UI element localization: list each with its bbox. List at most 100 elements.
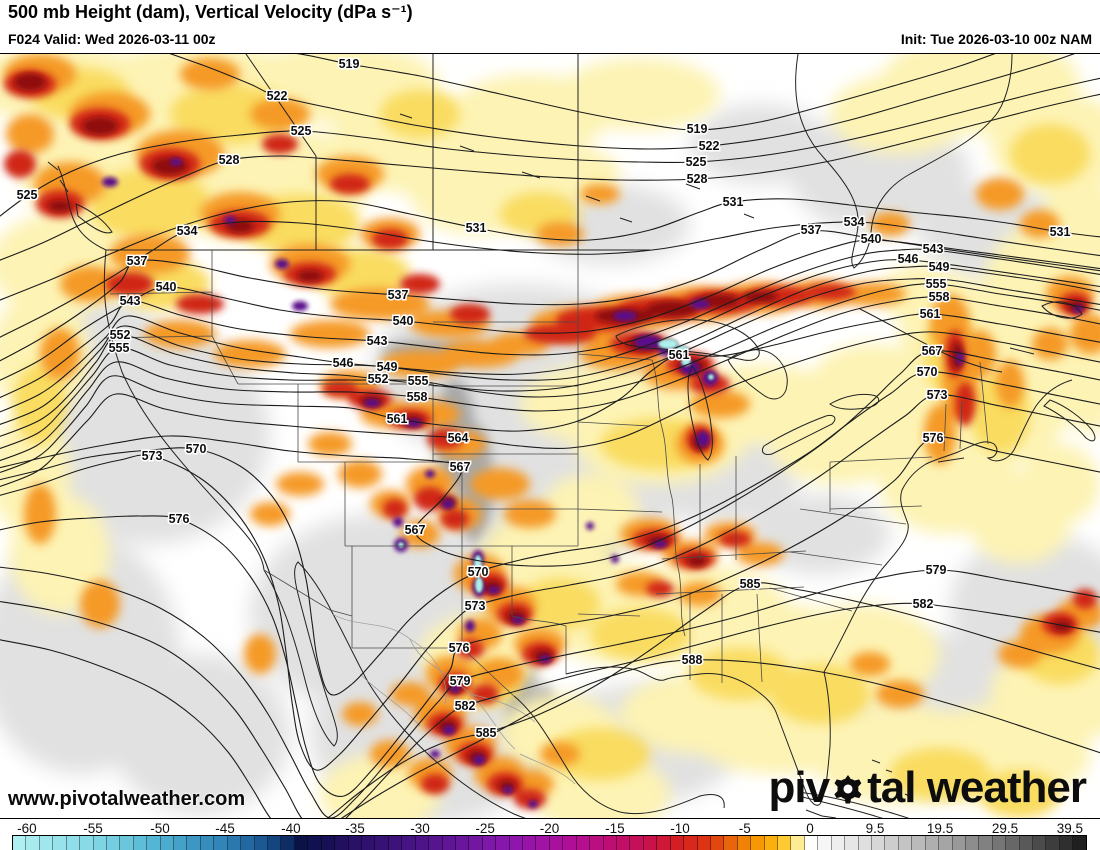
geography-borders: [47, 54, 1096, 818]
cyan-blob: [657, 338, 679, 350]
contour-label-525: 525: [17, 188, 38, 202]
colorbar-cell: [80, 836, 94, 850]
contour-label-555: 555: [408, 374, 429, 388]
logo-text-piv: piv: [768, 763, 831, 812]
colorbar-cell: [536, 836, 550, 850]
red-blob: [322, 381, 358, 397]
contour-label-525: 525: [686, 155, 707, 169]
contour-label-573: 573: [927, 388, 948, 402]
colorbar-cell: [872, 836, 886, 850]
init-time-label: Init: Tue 2026-03-10 00z NAM: [900, 31, 1092, 47]
orange-blob: [180, 58, 240, 90]
contour-label-519: 519: [687, 122, 708, 136]
red-blob: [427, 429, 463, 449]
province-borders: [245, 54, 579, 250]
orange-blob: [308, 432, 352, 456]
gear-icon: [834, 775, 862, 804]
colorbar-cell: [724, 836, 738, 850]
colorbar-cell: [335, 836, 349, 850]
red-blob: [372, 229, 408, 249]
orange-blob: [80, 580, 120, 628]
colorbar-tick-label: -40: [281, 821, 301, 836]
yellow-blob: [560, 58, 720, 130]
colorbar-cell: [804, 836, 819, 850]
contour-label-534: 534: [177, 224, 198, 238]
colorbar-cell: [1059, 836, 1074, 850]
colorbar: [12, 835, 1087, 850]
us-mexico-border: [263, 569, 515, 697]
mexico-gulf-coast: [513, 695, 725, 815]
forecast-valid-label: F024 Valid: Wed 2026-03-11 00z: [8, 31, 216, 47]
contour-line-543: [0, 248, 1100, 399]
colorbar-cell: [26, 836, 40, 850]
orange-blob: [144, 320, 216, 348]
colorbar-cell: [402, 836, 416, 850]
colorbar-cell: [268, 836, 282, 850]
red-blob: [106, 272, 154, 296]
colorbar-cell: [429, 836, 443, 850]
purple-blob: [696, 431, 710, 447]
colorbar-tick-label: 0: [806, 821, 814, 836]
map-area[interactable]: 519 519 522 522 525 525 525 528 528 531 531 531 534 5…: [0, 53, 1100, 819]
colorbar-cell: [147, 836, 161, 850]
colorbar-cell: [415, 836, 430, 850]
contour-line-540: [0, 239, 1100, 381]
contour-label-546: 546: [898, 252, 919, 266]
red-blob: [955, 382, 975, 426]
colorbar-tick-labels: -60 -55 -50 -45 -40 -35 -30 -25 -20 -15 -10 -5 0 9.5 1…: [0, 821, 1100, 836]
colorbar-cell: [455, 836, 470, 850]
gold-blob: [890, 748, 990, 800]
coastline-west: [57, 165, 527, 818]
contour-label-540: 540: [861, 232, 882, 246]
contour-line-549: [0, 265, 1100, 425]
red-blob: [456, 639, 484, 659]
orange-blob: [338, 460, 382, 488]
colorbar-cell: [388, 836, 403, 850]
contour-line-552: [0, 277, 1100, 437]
contour-label-549: 549: [929, 260, 950, 274]
orange-blob: [1070, 314, 1100, 354]
colorbar-cell: [1006, 836, 1020, 850]
contour-label-546: 546: [333, 356, 354, 370]
contour-label-570: 570: [468, 565, 489, 579]
purple-blob: [653, 540, 667, 548]
gold-blob: [550, 728, 650, 780]
colorbar-cell: [93, 836, 107, 850]
colorbar-cell: [13, 836, 27, 850]
mexico-state-borders: [331, 613, 576, 785]
contour-label-531: 531: [723, 195, 744, 209]
contour-label-522: 522: [267, 89, 288, 103]
contour-label-549: 549: [377, 360, 398, 374]
orange-blob: [850, 652, 890, 676]
yellow-blob: [830, 74, 970, 154]
orange-blob: [996, 360, 1024, 408]
contour-label-561: 561: [669, 348, 690, 362]
colorbar-cell: [106, 836, 121, 850]
vancouver-island: [75, 203, 113, 234]
cyan-blob: [397, 541, 405, 549]
colorbar-cell: [616, 836, 631, 850]
purple-blob: [425, 470, 435, 478]
contour-label-537: 537: [388, 288, 409, 302]
colorbar-cell: [697, 836, 711, 850]
darkred-blob: [646, 301, 698, 317]
orange-blob: [504, 500, 556, 528]
contour-line-585: [0, 582, 1100, 818]
orange-blob: [964, 330, 996, 378]
colorbar-cell: [1046, 836, 1060, 850]
purple-blob: [450, 685, 460, 693]
orange-blob: [536, 222, 584, 246]
red-blob: [383, 499, 407, 519]
contour-label-576: 576: [923, 431, 944, 445]
orange-blob: [690, 390, 750, 418]
orange-blob: [976, 178, 1024, 210]
cyan-blob: [473, 554, 483, 574]
darkred-blob: [1052, 620, 1072, 632]
purple-blob: [430, 750, 440, 758]
gray-blob: [110, 654, 290, 814]
red-blob: [441, 509, 469, 529]
colorbar-cell: [1033, 836, 1047, 850]
contour-line-537: [0, 230, 1100, 362]
contour-label-528: 528: [219, 153, 240, 167]
